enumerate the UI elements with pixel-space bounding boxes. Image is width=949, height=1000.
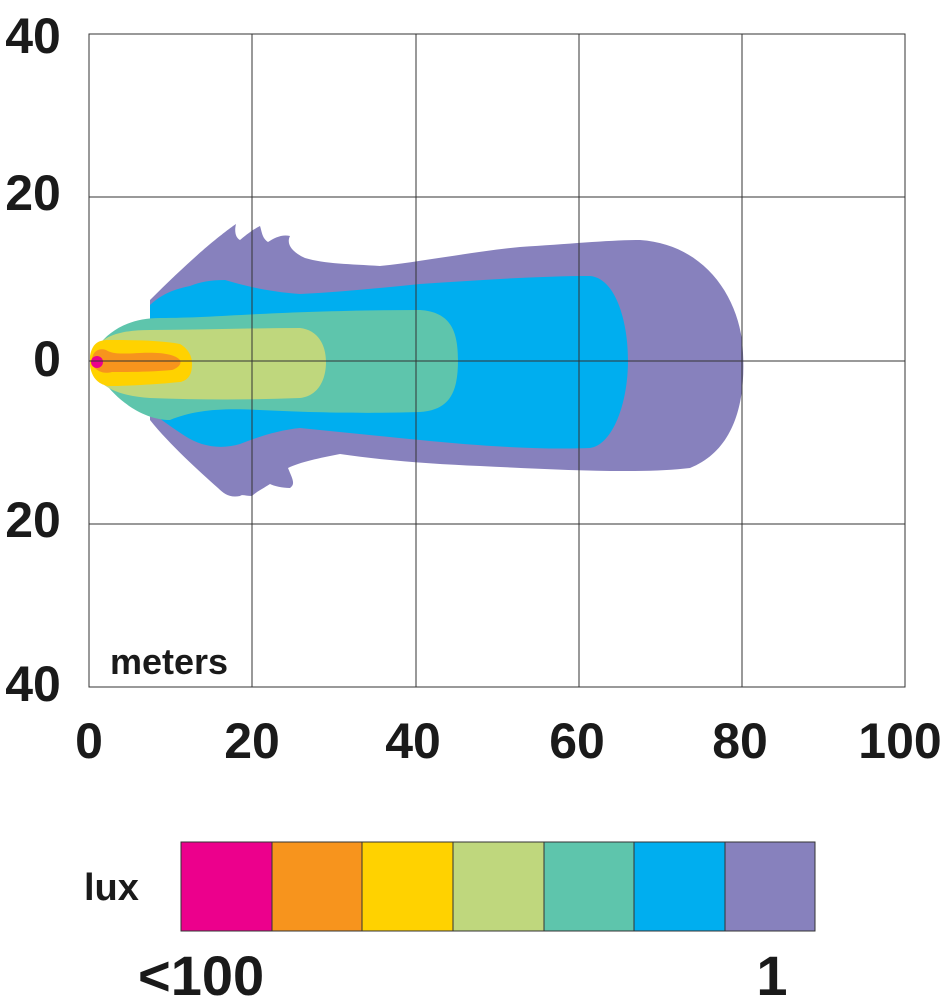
contour-regions [90, 224, 744, 497]
x-axis: 0 20 40 60 80 100 [75, 713, 942, 769]
x-tick-label: 20 [224, 713, 280, 769]
x-tick-label: 0 [75, 713, 103, 769]
legend-swatch [724, 841, 816, 932]
y-tick-label: 0 [33, 331, 61, 387]
unit-label: meters [110, 641, 228, 682]
legend-swatch [452, 841, 545, 932]
x-tick-label: 100 [858, 713, 941, 769]
contour-magenta [91, 356, 103, 368]
grid [88, 33, 906, 688]
legend-swatch [361, 841, 454, 932]
y-tick-label: 40 [5, 656, 61, 712]
legend: lux <100 1 [84, 841, 816, 1000]
x-tick-label: 60 [549, 713, 605, 769]
legend-low-label: <100 [138, 944, 264, 1000]
legend-swatch [633, 841, 726, 932]
legend-swatch [271, 841, 363, 932]
x-tick-label: 40 [385, 713, 441, 769]
legend-swatch [543, 841, 635, 932]
y-tick-label: 20 [5, 165, 61, 221]
legend-swatches [180, 841, 816, 932]
y-tick-label: 20 [5, 492, 61, 548]
y-tick-label: 40 [5, 8, 61, 64]
x-tick-label: 80 [712, 713, 768, 769]
legend-high-label: 1 [756, 944, 787, 1000]
y-axis: 40 20 0 20 40 [5, 8, 61, 712]
legend-title: lux [84, 867, 139, 909]
legend-swatch [180, 841, 273, 932]
